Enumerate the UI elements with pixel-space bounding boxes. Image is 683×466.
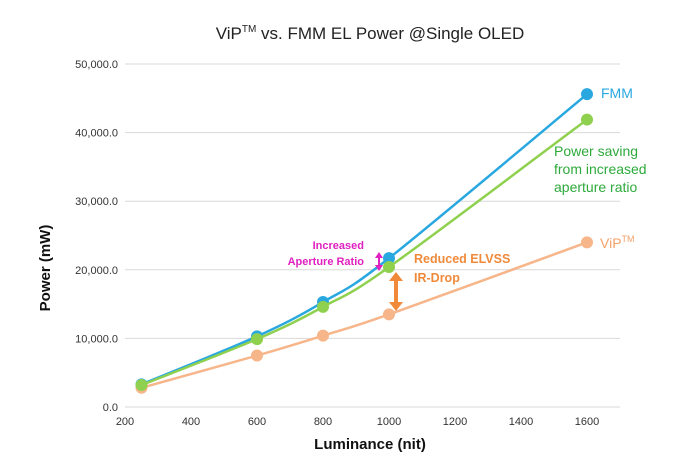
chart-title: ViPTM vs. FMM EL Power @Single OLED xyxy=(216,24,525,43)
y-tick-label: 20,000.0 xyxy=(75,265,118,277)
annotation-increased-line2: Aperture Ratio xyxy=(288,256,365,268)
x-tick-label: 1200 xyxy=(443,416,467,428)
data-point-fmm xyxy=(581,88,593,101)
orange-arrow-head-down xyxy=(389,302,403,311)
magenta-arrow-head-down xyxy=(375,265,383,271)
magenta-arrow-head-up xyxy=(375,252,383,258)
series-layer xyxy=(135,88,593,394)
y-tick-label: 30,000.0 xyxy=(75,196,118,208)
y-tick-labels: 0.0 10,000.0 20,000.0 30,000.0 40,000.0 50,00… xyxy=(75,59,118,414)
data-point-increased-aperture xyxy=(581,113,593,126)
data-point-increased-aperture xyxy=(317,300,329,313)
data-point-fmm xyxy=(383,252,395,265)
data-point-vip xyxy=(383,308,395,321)
orange-arrow-head-up xyxy=(389,272,403,281)
legend-label-fmm: FMM xyxy=(601,85,633,101)
x-axis-label: Luminance (nit) xyxy=(314,436,426,453)
annotation-power-saving-line2: from increased xyxy=(554,161,647,177)
data-point-increased-aperture xyxy=(135,379,148,392)
series-line-vip xyxy=(141,241,588,389)
annotation-reduced-line2: IR-Drop xyxy=(414,271,460,285)
x-tick-labels: 200 400 600 800 1000 1200 1400 1600 xyxy=(116,416,599,428)
data-point-increased-aperture xyxy=(383,261,395,274)
annotation-increased-line1: Increased xyxy=(313,240,364,252)
y-tick-label: 10,000.0 xyxy=(75,333,118,345)
x-tick-label: 1600 xyxy=(575,416,599,428)
data-point-vip xyxy=(581,236,593,249)
data-point-vip xyxy=(317,329,329,342)
y-tick-label: 0.0 xyxy=(103,402,118,414)
y-tick-label: 40,000.0 xyxy=(75,128,118,140)
annotation-reduced-line1: Reduced ELVSS xyxy=(414,252,510,266)
x-tick-label: 800 xyxy=(314,416,332,428)
x-tick-label: 400 xyxy=(182,416,200,428)
data-point-vip xyxy=(251,349,263,362)
y-axis-label: Power (mW) xyxy=(37,225,54,312)
annotation-power-saving-line1: Power saving xyxy=(554,143,638,159)
magenta-arrow xyxy=(375,252,383,271)
annotation-power-saving-line3: aperture ratio xyxy=(554,179,637,195)
legend-label-vip: ViPTM xyxy=(600,234,635,251)
orange-arrow xyxy=(389,272,403,311)
x-tick-label: 200 xyxy=(116,416,134,428)
x-tick-label: 600 xyxy=(248,416,266,428)
series-line-increased-aperture xyxy=(141,118,588,387)
x-tick-label: 1400 xyxy=(509,416,533,428)
series-line-fmm xyxy=(141,93,588,386)
y-tick-label: 50,000.0 xyxy=(75,59,118,71)
data-point-increased-aperture xyxy=(251,333,263,346)
x-tick-label: 1000 xyxy=(377,416,401,428)
